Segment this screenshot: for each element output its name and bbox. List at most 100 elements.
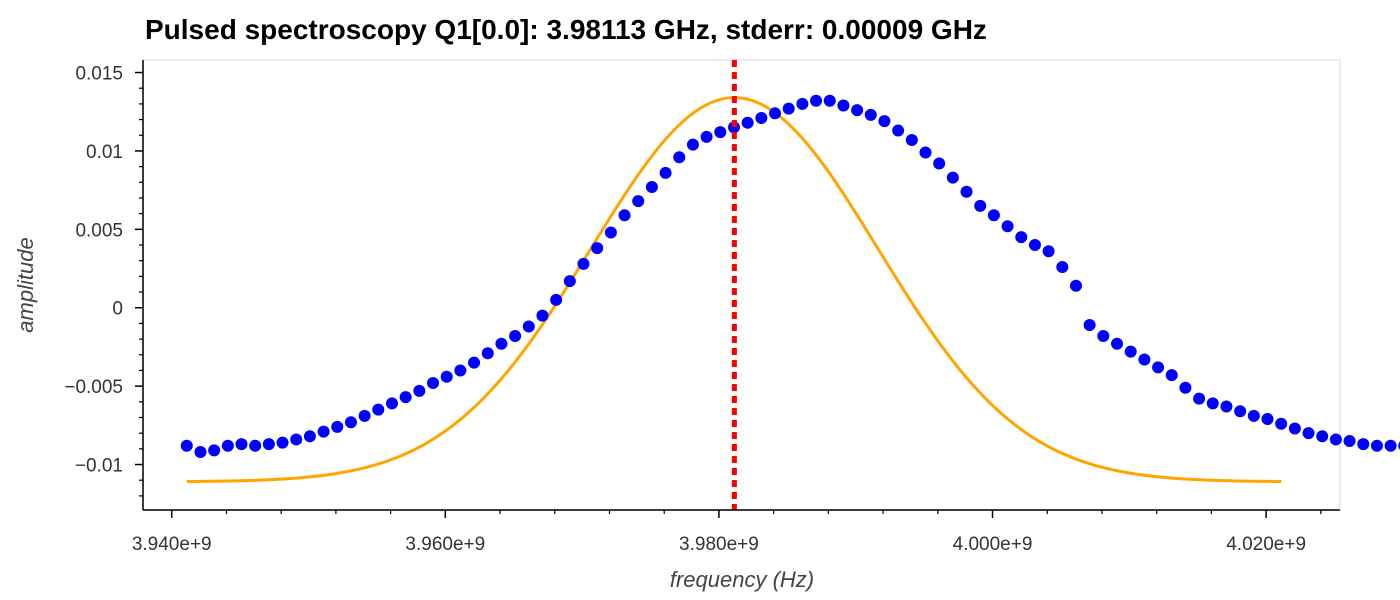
data-point	[1288, 422, 1301, 435]
data-point	[1179, 381, 1192, 394]
data-point	[1152, 361, 1165, 374]
data-point	[892, 124, 905, 137]
data-point	[317, 425, 330, 438]
data-point	[1206, 397, 1219, 410]
data-point	[1261, 413, 1274, 426]
y-axis-label: amplitude	[13, 237, 38, 332]
data-point	[645, 181, 658, 193]
data-point	[1165, 369, 1178, 382]
data-point	[1302, 427, 1315, 440]
data-point	[522, 320, 535, 333]
data-point	[262, 438, 275, 451]
data-point	[563, 275, 576, 288]
data-point	[1275, 417, 1288, 430]
data-point	[1316, 430, 1329, 443]
data-point	[1083, 318, 1096, 331]
data-point	[290, 433, 303, 446]
data-point	[714, 126, 727, 139]
data-point	[221, 439, 234, 452]
data-point	[1015, 231, 1028, 244]
data-point	[933, 157, 946, 170]
x-tick-label: 3.940e+9	[132, 534, 212, 555]
x-tick-label: 3.960e+9	[405, 534, 485, 555]
data-point	[878, 115, 891, 128]
data-point	[1329, 433, 1342, 446]
x-tick-label: 3.980e+9	[679, 534, 759, 555]
data-point	[810, 94, 823, 107]
data-point	[1028, 239, 1041, 252]
chart-title: Pulsed spectroscopy Q1[0.0]: 3.98113 GHz…	[145, 14, 987, 45]
data-point	[208, 444, 221, 457]
data-point	[960, 185, 973, 198]
data-point	[1111, 337, 1124, 350]
data-point	[550, 293, 563, 306]
points-layer	[180, 94, 1400, 458]
y-tick-label: −0.005	[64, 377, 123, 398]
data-point	[782, 102, 795, 115]
data-point	[741, 116, 754, 129]
data-point	[399, 391, 412, 404]
data-point	[454, 364, 467, 377]
data-point	[673, 151, 686, 164]
x-axis-label: frequency (Hz)	[670, 567, 814, 592]
x-tick-label: 4.020e+9	[1226, 534, 1306, 555]
data-point	[249, 439, 262, 452]
x-ticks: 3.940e+9 3.960e+9 3.980e+9 4.000e+9 4.020e+9	[132, 510, 1322, 555]
data-point	[946, 171, 959, 184]
data-point	[864, 108, 877, 121]
data-point	[632, 195, 645, 208]
data-point	[837, 99, 850, 112]
data-point	[1247, 409, 1260, 422]
data-point	[769, 107, 782, 120]
data-point	[796, 97, 809, 110]
data-point	[180, 439, 193, 452]
data-point	[1357, 438, 1370, 451]
data-point	[591, 242, 604, 255]
data-point	[686, 138, 699, 151]
data-point	[659, 166, 672, 179]
data-point	[1220, 400, 1233, 413]
data-point	[372, 403, 385, 416]
data-point	[1069, 279, 1082, 292]
data-point	[1234, 405, 1247, 418]
data-point	[440, 370, 453, 383]
data-point	[1370, 439, 1383, 452]
data-point	[974, 199, 987, 212]
data-point	[905, 133, 918, 146]
data-point	[700, 130, 713, 143]
data-point	[194, 445, 207, 458]
data-point	[919, 146, 932, 159]
data-point	[987, 209, 1000, 222]
data-point	[303, 430, 316, 443]
data-point	[1056, 260, 1069, 273]
data-point	[1097, 329, 1110, 342]
data-point	[481, 347, 494, 360]
data-point	[1001, 220, 1014, 233]
data-point	[358, 409, 371, 422]
data-point	[1343, 435, 1356, 448]
y-tick-label: 0.01	[86, 142, 123, 163]
data-point	[755, 112, 768, 125]
data-point	[618, 209, 631, 222]
data-point	[1384, 439, 1397, 452]
plot-frame	[142, 59, 1341, 511]
data-point	[344, 416, 357, 429]
y-tick-label: 0	[112, 299, 123, 320]
data-point	[235, 438, 248, 451]
x-tick-label: 4.000e+9	[953, 534, 1033, 555]
data-point	[604, 226, 617, 239]
data-point	[468, 356, 481, 369]
data-point	[577, 257, 590, 270]
data-point	[851, 104, 864, 117]
y-tick-label: 0.015	[75, 64, 123, 85]
data-point	[385, 397, 398, 410]
data-point	[1193, 392, 1206, 405]
y-tick-label: −0.01	[75, 456, 123, 477]
data-point	[413, 384, 426, 397]
data-point	[427, 377, 440, 389]
data-point	[509, 329, 522, 342]
data-point	[823, 94, 836, 107]
data-point	[536, 309, 549, 322]
y-tick-label: 0.005	[75, 220, 123, 241]
